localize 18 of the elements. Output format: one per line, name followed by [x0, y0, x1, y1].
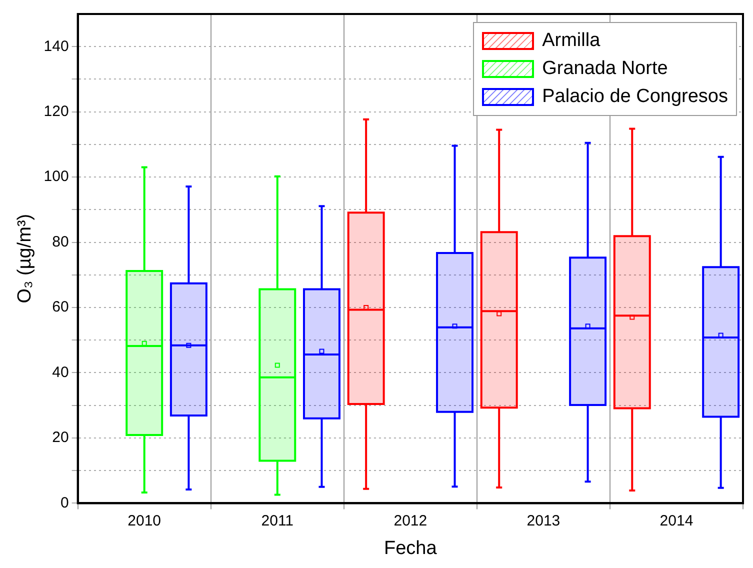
- legend-label: Granada Norte: [542, 57, 668, 81]
- y-tick-label: 20: [52, 429, 69, 446]
- x-tick-label: 2011: [261, 512, 294, 530]
- y-tick-label: 140: [44, 38, 69, 55]
- y-tick-label: 120: [44, 102, 69, 120]
- x-axis-title: Fecha: [384, 538, 438, 559]
- y-tick-label: 60: [52, 298, 69, 316]
- x-tick-label: 2012: [394, 512, 428, 530]
- y-axis-title: O₃ (µg/m³): [14, 214, 36, 304]
- y-tick-label: 100: [44, 168, 69, 186]
- legend-label: Armilla: [542, 29, 600, 53]
- y-tick-label: 40: [52, 364, 69, 381]
- x-tick-label: 2013: [526, 512, 560, 530]
- y-tick-label: 0: [60, 494, 69, 512]
- legend-label: Palacio de Congresos: [542, 85, 728, 109]
- x-tick-label: 2014: [660, 512, 694, 530]
- x-tick-label: 2010: [128, 512, 162, 530]
- y-tick-label: 80: [52, 233, 69, 250]
